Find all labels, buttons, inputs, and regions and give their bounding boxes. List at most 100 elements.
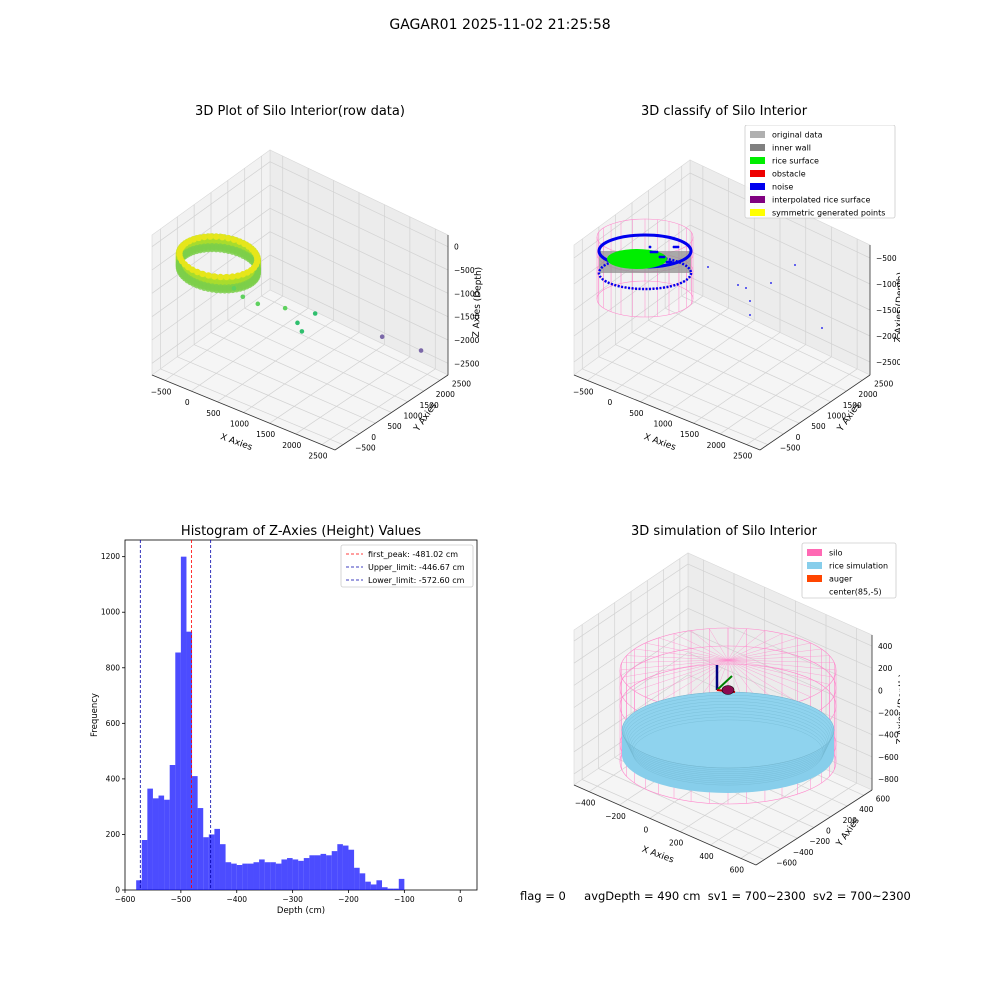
rice-texture [630, 713, 826, 782]
z-tick-label: −2500 [876, 358, 900, 367]
histogram-bar [192, 776, 198, 890]
cluster-rim-point [236, 238, 243, 245]
grid-line [689, 198, 871, 285]
z-tick-label: −2500 [454, 359, 480, 368]
histogram-bar [370, 884, 377, 890]
y-tick-label: 1000 [404, 412, 423, 421]
histogram-bar [152, 798, 159, 890]
histogram-bar [337, 844, 343, 890]
legend-label: auger [829, 575, 853, 584]
histogram-bar [147, 788, 153, 890]
silo-roof-line [690, 630, 729, 661]
silo-roof-line [673, 633, 729, 661]
x-tick-label: −500 [573, 387, 594, 396]
cluster-rim-point [225, 235, 232, 242]
histogram-bar [326, 855, 332, 890]
x-tick-label: 400 [699, 852, 714, 861]
cluster-rim-point [229, 273, 236, 280]
y-tick-label: 2000 [858, 390, 877, 399]
noise-point [655, 250, 659, 254]
cluster-rim-point [230, 236, 238, 243]
outlier-point [231, 286, 237, 291]
legend-swatch [750, 157, 765, 164]
status-flag: flag = 0 [520, 889, 566, 903]
silo-roof-line [727, 659, 830, 685]
grid-line [573, 276, 691, 363]
z-tick-label: −600 [878, 753, 899, 762]
grid-line [269, 231, 449, 317]
noise-point [794, 264, 796, 266]
y-tick-label: 1500 [420, 401, 439, 410]
legend-frame [801, 542, 897, 599]
histogram-bar [270, 862, 276, 890]
silo-roof-line [727, 659, 835, 678]
grid-line [269, 208, 449, 294]
x-tick-label: 2500 [733, 452, 752, 461]
outlier-point [255, 301, 261, 307]
legend-swatch [807, 588, 822, 595]
noise-point [749, 300, 751, 302]
legend-swatch [750, 144, 765, 151]
plot1-title: 3D Plot of Silo Interior(row data) [195, 104, 405, 119]
x-tick-label: 2000 [707, 441, 726, 450]
histogram-bar [398, 878, 405, 890]
legend-swatch [807, 549, 822, 556]
cluster-rim-point [234, 272, 242, 279]
rice-texture [624, 698, 832, 772]
y-tick-label: 600 [876, 794, 891, 803]
histogram-bar [348, 849, 355, 890]
histogram-bar [309, 855, 315, 890]
y-axis-line [334, 374, 449, 451]
x-tick-label: −500 [171, 895, 192, 904]
outlier-point [299, 329, 305, 334]
grid-line [631, 332, 816, 413]
y-tick-label: −500 [780, 444, 801, 453]
y-tick-label: 1000 [827, 412, 846, 421]
cluster-rim-point [205, 272, 212, 279]
cluster-rim-point [223, 273, 230, 281]
status-avg-depth: avgDepth = 490 cm [584, 889, 701, 903]
noise-point [662, 255, 666, 259]
grid-line [210, 332, 392, 413]
cluster-point [246, 282, 253, 289]
z-tick-label: −400 [878, 731, 899, 740]
histogram-bar [141, 840, 148, 890]
silo-roof-line [626, 655, 729, 661]
histogram-bar [247, 863, 254, 890]
silo-roof-line [727, 637, 798, 661]
noise-point [658, 255, 662, 259]
silo-roof-line [727, 659, 811, 698]
grid-line [582, 779, 765, 860]
legend-label: center(85,-5) [829, 588, 882, 597]
legend-frame [744, 125, 896, 219]
histogram-bar [314, 855, 321, 890]
noise-point [674, 245, 678, 249]
histogram-bar [197, 808, 204, 890]
silo-roof-line [621, 659, 729, 663]
grid-line [269, 278, 449, 364]
x-tick-label: 2500 [308, 452, 327, 461]
grid-line [664, 307, 847, 392]
grid-line [151, 184, 271, 271]
y-tick-label: 500 [387, 422, 402, 431]
histogram-bar [242, 863, 248, 890]
grid-line [689, 250, 871, 337]
histogram-bar [303, 858, 310, 890]
noise-point [749, 314, 751, 316]
grid-line [689, 276, 871, 363]
silo-roof-line [727, 648, 822, 661]
y-tick-label: 500 [811, 422, 826, 431]
legend: original data inner wall rice surface obsta… [744, 125, 896, 219]
z-tick-label: −1000 [454, 289, 480, 298]
y-axis-line [759, 374, 871, 451]
z-tick-label: −1500 [454, 313, 480, 322]
noise-point [660, 255, 664, 259]
plot4-title: 3D simulation of Silo Interior [631, 524, 817, 539]
rice-texture [632, 719, 824, 786]
cluster-rim-point [206, 233, 214, 240]
rice-texture [623, 694, 833, 771]
z-tick-label: 400 [878, 642, 893, 651]
rice-texture [626, 704, 830, 776]
y-tick-label: 600 [106, 719, 121, 728]
silo-roof-line [727, 659, 835, 663]
